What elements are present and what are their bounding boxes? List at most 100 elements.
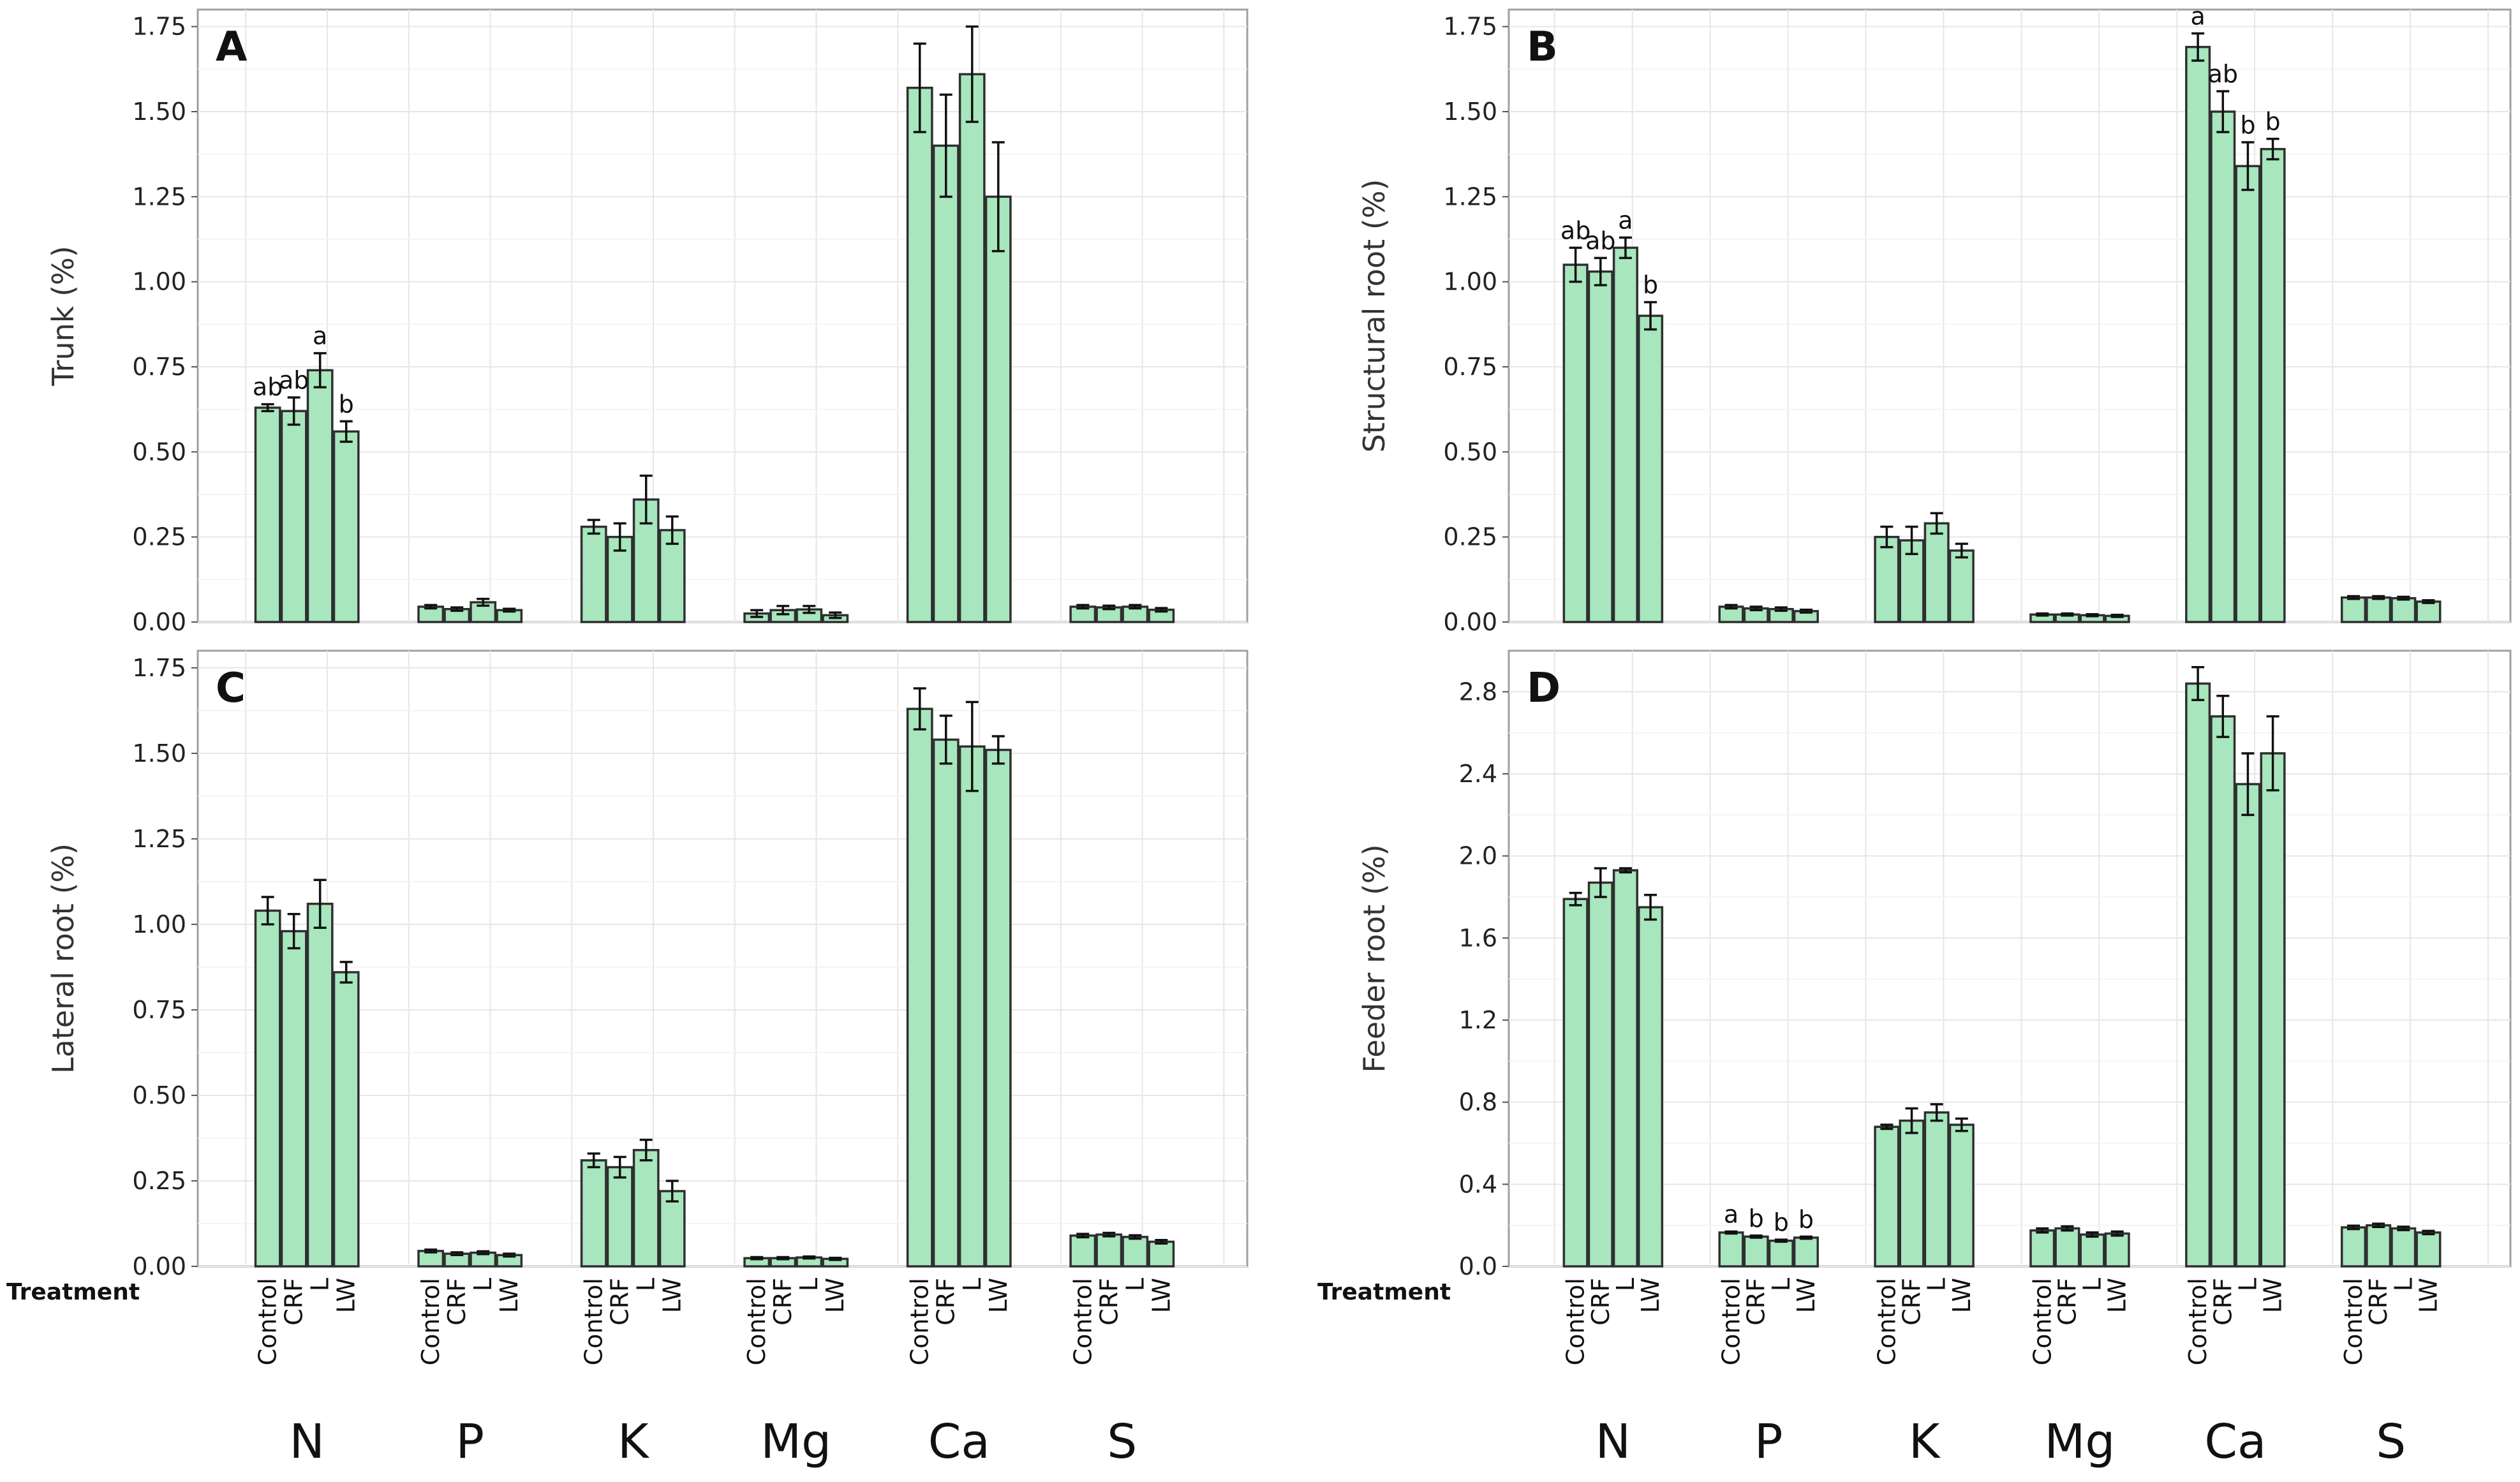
y-tick-label: 1.50 [132, 739, 186, 767]
y-axis-label: Lateral root (%) [46, 843, 80, 1074]
bar-s-crf [2366, 1224, 2392, 1268]
x-tick-label-treatment: Control [1872, 1278, 1901, 1365]
panel-letter: A [216, 24, 248, 71]
y-tick-label: 0.50 [132, 1081, 186, 1109]
plot-area [1508, 649, 2512, 1268]
bar-s-lw [1148, 1240, 1175, 1268]
x-category-label-nutrient: S [2376, 1414, 2406, 1469]
panel-d: 0.0 0.4 0.8 1.2 1.6 2.0 2.4 2.8 Feeder root (%) D… [1317, 649, 2512, 1469]
significance-letter: b [2240, 111, 2255, 139]
x-tick-label-treatment: Control [2184, 1278, 2212, 1365]
bar-k-lw [1948, 549, 1975, 623]
panel-c: 0.00 0.25 0.50 0.75 1.00 1.25 1.50 1.75 Lateral … [6, 649, 1249, 1469]
bar-mg-lw [2104, 1232, 2130, 1268]
significance-letter: b [1774, 1208, 1789, 1236]
y-tick-label: 2.0 [1459, 842, 1497, 870]
x-category-label-nutrient: Mg [2045, 1414, 2116, 1469]
x-tick-label-treatment: L [795, 1278, 823, 1291]
significance-letter: ab [1560, 216, 1590, 244]
bar-n-l [1612, 246, 1638, 623]
bar-k-lw [658, 529, 686, 623]
x-tick-label-treatment: L [306, 1278, 334, 1291]
treatment-axis-label: Treatment [6, 1279, 140, 1305]
bar-k-lw [1948, 1123, 1975, 1268]
x-tick-label-treatment: L [1767, 1278, 1795, 1291]
bar-ca-control [2185, 682, 2211, 1268]
bar-n-crf [1587, 881, 1613, 1268]
x-tick-label-treatment: LW [821, 1278, 849, 1313]
bar-n-lw [332, 971, 360, 1268]
bar-s-l [2390, 1227, 2417, 1268]
y-tick-label: 0.00 [132, 608, 186, 636]
y-tick-label: 2.4 [1459, 760, 1497, 788]
panel-a: 0.00 0.25 0.50 0.75 1.00 1.25 1.50 1.75 Trunk (%… [46, 8, 1249, 636]
y-tick-label: 1.25 [132, 825, 186, 853]
bar-n-l [306, 902, 334, 1268]
significance-letter: ab [2208, 60, 2238, 88]
bar-ca-crf [932, 738, 960, 1268]
bar-ca-lw [2260, 752, 2286, 1268]
x-tick-label-treatment: LW [984, 1278, 1012, 1313]
x-tick-label-treatment: Control [2339, 1278, 2368, 1365]
x-tick-label-treatment: Control [906, 1278, 934, 1365]
bar-ca-l [958, 73, 986, 623]
bar-mg-crf [2054, 1227, 2080, 1268]
bar-s-l [1122, 1236, 1149, 1268]
significance-letter: a [1618, 206, 1633, 234]
bar-s-l [2390, 597, 2417, 623]
y-tick-label: 0.75 [132, 353, 186, 381]
y-tick-label: 1.25 [1443, 182, 1497, 211]
x-tick-label-treatment: LW [1792, 1278, 1820, 1313]
significance-letter: a [313, 322, 327, 350]
y-tick-label: 0.25 [132, 523, 186, 551]
x-tick-label-treatment: L [958, 1278, 986, 1291]
bar-k-control [580, 1159, 607, 1268]
x-category-label-nutrient: P [456, 1414, 484, 1469]
x-tick-label-treatment: CRF [769, 1278, 797, 1326]
bar-k-l [1923, 522, 1950, 623]
y-tick-label: 0.25 [132, 1167, 186, 1195]
x-tick-label-treatment: LW [332, 1278, 360, 1313]
y-tick-label: 2.8 [1459, 678, 1497, 706]
bar-ca-l [2235, 165, 2261, 623]
x-tick-label-treatment: Control [743, 1278, 771, 1365]
panel-letter: B [1527, 24, 1558, 71]
significance-letter: b [1643, 271, 1658, 299]
bar-k-control [580, 525, 607, 623]
x-tick-label-treatment: LW [2103, 1278, 2131, 1313]
bar-s-control [1069, 1234, 1097, 1268]
y-axis-label: Trunk (%) [46, 246, 80, 386]
bar-k-control [1874, 535, 1900, 623]
bar-n-lw [1638, 315, 1664, 623]
x-tick-label-treatment: LW [2414, 1278, 2442, 1313]
significance-letter: a [1724, 1200, 1738, 1228]
x-category-label-nutrient: K [1909, 1414, 1941, 1469]
y-tick-label: 1.75 [132, 654, 186, 682]
y-tick-label: 0.50 [1443, 438, 1497, 466]
x-category-label-nutrient: Ca [2204, 1414, 2266, 1469]
x-tick-label-treatment: Control [254, 1278, 282, 1365]
bar-s-lw [2415, 1231, 2442, 1268]
bar-s-lw [2415, 600, 2442, 623]
y-tick-label: 1.75 [1443, 13, 1497, 41]
bar-ca-lw [984, 195, 1012, 623]
bar-ca-control [906, 86, 933, 623]
bar-n-control [254, 909, 281, 1268]
bar-n-control [1562, 263, 1589, 623]
bar-ca-control [2185, 45, 2211, 623]
y-tick-label: 1.00 [132, 268, 186, 296]
x-category-label-nutrient: Mg [760, 1414, 831, 1469]
x-tick-label-treatment: CRF [1898, 1278, 1926, 1326]
y-tick-label: 0.25 [1443, 523, 1497, 551]
panel-letter: C [216, 665, 246, 712]
significance-letter: ab [279, 366, 309, 394]
bar-k-l [1923, 1111, 1950, 1268]
y-tick-label: 0.75 [132, 996, 186, 1024]
y-tick-label: 1.25 [132, 182, 186, 211]
x-tick-label-treatment: Control [1562, 1278, 1590, 1365]
significance-letter: b [339, 390, 354, 418]
bar-n-crf [1587, 270, 1613, 623]
x-tick-label-treatment: CRF [280, 1278, 308, 1326]
bar-ca-control [906, 708, 933, 1268]
bar-k-crf [606, 1166, 634, 1268]
